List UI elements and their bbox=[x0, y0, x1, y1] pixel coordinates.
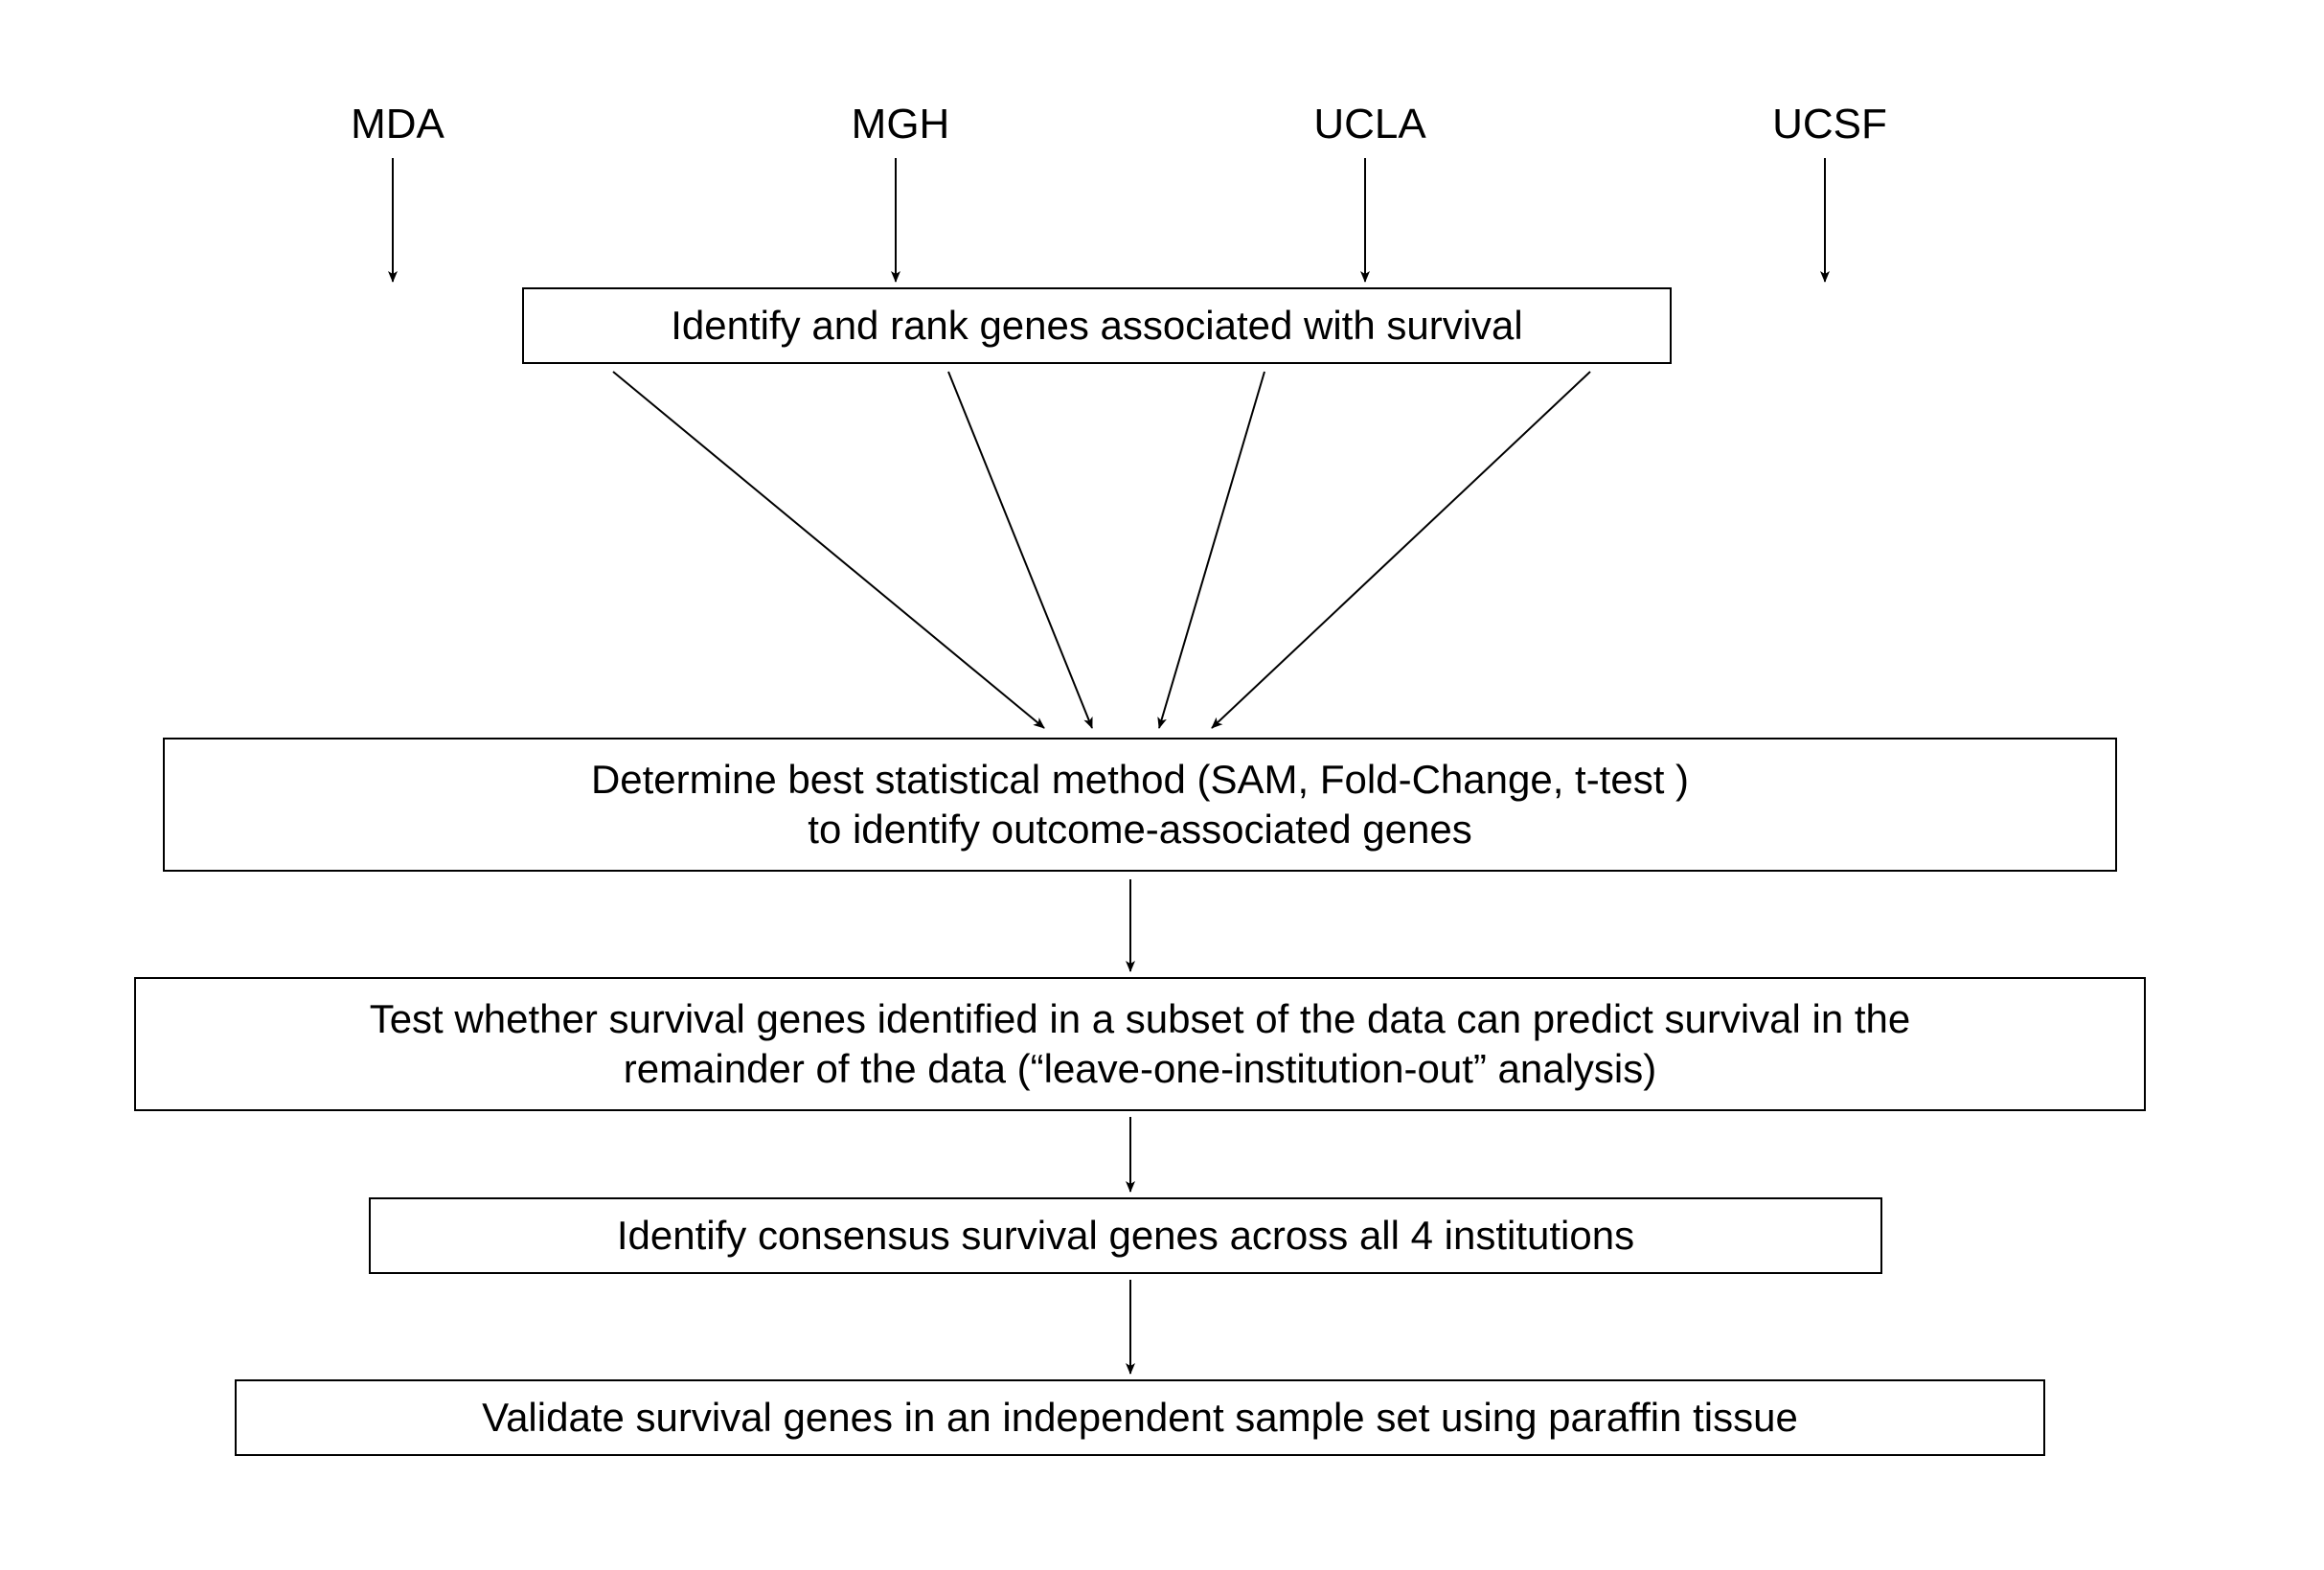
box-test-subset-line1: Test whether survival genes identified i… bbox=[370, 994, 1911, 1045]
box-validate: Validate survival genes in an independen… bbox=[235, 1379, 2045, 1456]
institution-label-ucla: UCLA bbox=[1293, 101, 1447, 148]
box-test-subset: Test whether survival genes identified i… bbox=[134, 977, 2146, 1111]
institution-label-ucsf: UCSF bbox=[1753, 101, 1906, 148]
box-identify-rank-text: Identify and rank genes associated with … bbox=[671, 301, 1523, 352]
box-identify-rank: Identify and rank genes associated with … bbox=[522, 287, 1672, 364]
institution-label-mgh: MGH bbox=[833, 101, 968, 148]
box-determine-method-line1: Determine best statistical method (SAM, … bbox=[591, 755, 1689, 806]
box-validate-text: Validate survival genes in an independen… bbox=[482, 1393, 1798, 1444]
box-determine-method: Determine best statistical method (SAM, … bbox=[163, 738, 2117, 872]
box-consensus: Identify consensus survival genes across… bbox=[369, 1197, 1882, 1274]
box-determine-method-line2: to identify outcome-associated genes bbox=[591, 805, 1689, 855]
box-consensus-text: Identify consensus survival genes across… bbox=[617, 1211, 1634, 1262]
box-test-subset-line2: remainder of the data (“leave-one-instit… bbox=[370, 1044, 1911, 1095]
flowchart-stage: MDA MGH UCLA UCSF Identify and rank gene… bbox=[0, 0, 2324, 1570]
institution-label-mda: MDA bbox=[330, 101, 465, 148]
